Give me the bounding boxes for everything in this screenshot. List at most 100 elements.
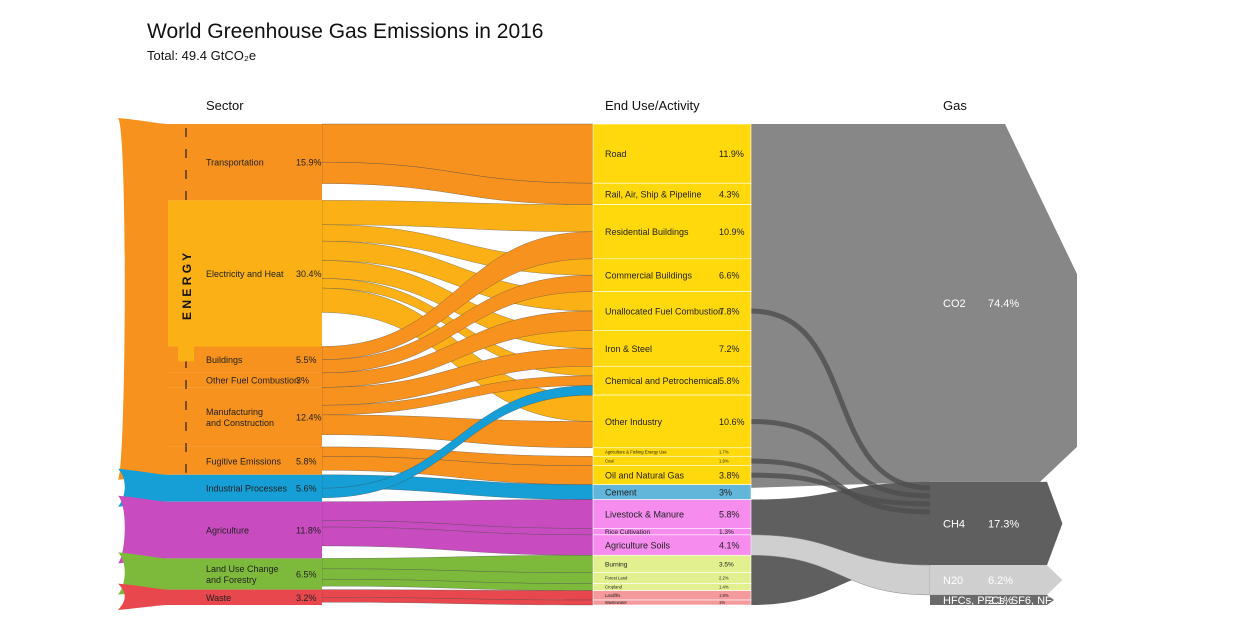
source-band-3 xyxy=(118,552,168,595)
end-use-value-commercial-buildings: 6.6% xyxy=(719,271,740,281)
sector-value-buildings: 5.5% xyxy=(296,355,317,365)
sector-bar-industrial-processes xyxy=(168,474,322,502)
sector-label-electricity-and-heat: Electricity and Heat xyxy=(206,269,284,279)
end-use-label-agriculture-fishing-energy-use: Agriculture & Fishing Energy Use xyxy=(605,450,667,455)
end-use-label-agriculture-soils: Agriculture Soils xyxy=(605,540,671,550)
end-use-bar-road xyxy=(592,123,752,184)
sector-label-industrial-processes: Industrial Processes xyxy=(206,484,288,494)
end-use-value-livestock-manure: 5.8% xyxy=(719,509,740,519)
sector-label-land-use-change-and-forestry: Land Use Change and Forestry xyxy=(206,564,279,585)
sector-label-buildings: Buildings xyxy=(206,355,243,365)
gas-label-n20: N20 xyxy=(943,575,963,587)
source-band-2 xyxy=(118,495,168,564)
sector-bar-manufacturing-and-construction xyxy=(168,387,322,447)
end-use-bar-wastewater xyxy=(592,599,752,606)
end-use-label-chemical-and-petrochemical: Chemical and Petrochemical xyxy=(605,376,720,386)
end-use-label-road: Road xyxy=(605,149,627,159)
sector-column-header: Sector xyxy=(206,98,244,113)
end-use-column-header: End Use/Activity xyxy=(605,98,700,113)
end-use-value-agriculture-soils: 4.1% xyxy=(719,540,740,550)
sector-label-other-fuel-combustion: Other Fuel Combustion xyxy=(206,376,299,386)
sector-label-transportation: Transportation xyxy=(206,158,264,168)
gas-label-hfcs-pfcs-sf6-nf3: HFCs, PFCs, SF6, NF3 xyxy=(943,595,1058,607)
sector-label-agriculture: Agriculture xyxy=(206,526,249,536)
gas-bar-n20 xyxy=(930,565,1063,595)
sector-value-fugitive-emissions: 5.8% xyxy=(296,456,317,466)
end-use-bar-other-industry xyxy=(592,394,752,449)
end-use-value-unallocated-fuel-combustion: 7.8% xyxy=(719,306,740,316)
sector-value-transportation: 15.9% xyxy=(296,158,322,168)
end-use-label-coal: Coal xyxy=(605,459,614,464)
sector-label-fugitive-emissions: Fugitive Emissions xyxy=(206,456,282,466)
end-use-bar-unallocated-fuel-combustion xyxy=(592,291,752,331)
gas-column-header: Gas xyxy=(943,98,967,113)
sector-bar-other-fuel-combustion xyxy=(168,372,322,388)
sector-label-waste: Waste xyxy=(206,593,231,603)
sector-value-industrial-processes: 5.6% xyxy=(296,484,317,494)
strand-unallocated-fuel-combustion-to-ch4 xyxy=(750,308,931,491)
end-use-label-other-industry: Other Industry xyxy=(605,417,663,427)
end-use-value-forest-land: 2.2% xyxy=(719,576,729,581)
end-use-label-iron-steel: Iron & Steel xyxy=(605,344,652,354)
end-use-bar-livestock-manure xyxy=(592,499,752,529)
sector-bar-agriculture xyxy=(168,501,322,559)
end-use-label-rice-cultivation: Rice Cultivation xyxy=(605,529,651,536)
source-band-0 xyxy=(118,118,168,480)
strand-coal-to-ch4 xyxy=(750,458,931,515)
end-use-value-residential-buildings: 10.9% xyxy=(719,227,745,237)
gas-value-co2: 74.4% xyxy=(988,298,1019,310)
end-use-value-agriculture-fishing-energy-use: 1.7% xyxy=(719,450,729,455)
end-use-value-cropland: 1.4% xyxy=(719,585,729,590)
end-use-label-unallocated-fuel-combustion: Unallocated Fuel Combustion xyxy=(605,306,723,316)
gas-value-ch4: 17.3% xyxy=(988,518,1019,530)
sector-value-waste: 3.2% xyxy=(296,593,317,603)
end-use-value-coal: 1.9% xyxy=(719,459,729,464)
sector-value-land-use-change-and-forestry: 6.5% xyxy=(296,570,317,580)
strand-other-industry-to-ch4 xyxy=(750,418,931,499)
end-use-label-commercial-buildings: Commercial Buildings xyxy=(605,271,693,281)
end-use-label-residential-buildings: Residential Buildings xyxy=(605,227,689,237)
end-use-label-landfills: Landfills xyxy=(605,593,620,598)
end-use-bar-iron-steel xyxy=(592,330,752,367)
end-use-label-burning: Burning xyxy=(605,561,628,568)
gas-bar-co2 xyxy=(930,124,1077,482)
sector-value-manufacturing-and-construction: 12.4% xyxy=(296,413,322,423)
sector-bar-transportation xyxy=(168,124,322,201)
sector-bar-waste xyxy=(168,589,322,605)
energy-group-label: E N E R G Y xyxy=(180,253,194,320)
gas-label-ch4: CH4 xyxy=(943,518,965,530)
end-use-value-chemical-and-petrochemical: 5.8% xyxy=(719,376,740,386)
end-use-label-oil-and-natural-gas: Oil and Natural Gas xyxy=(605,471,685,481)
end-use-value-rice-cultivation: 1.3% xyxy=(719,529,734,536)
end-use-value-road: 11.9% xyxy=(719,149,744,159)
end-use-value-oil-and-natural-gas: 3.8% xyxy=(719,471,740,481)
end-use-label-wastewater: Wastewater xyxy=(605,600,628,605)
end-use-value-other-industry: 10.6% xyxy=(719,417,745,427)
sector-value-other-fuel-combustion: 3% xyxy=(296,376,309,386)
sector-value-agriculture: 11.8% xyxy=(296,526,321,536)
gas-value-hfcs-pfcs-sf6-nf3: 2.1% xyxy=(988,595,1013,607)
source-band-4 xyxy=(118,583,168,610)
end-use-label-rail-air-ship-pipeline: Rail, Air, Ship & Pipeline xyxy=(605,189,702,199)
sector-bar-fugitive-emissions xyxy=(168,446,322,475)
chart-subtitle: Total: 49.4 GtCO₂e xyxy=(147,48,257,63)
energy-label-bg xyxy=(178,211,194,362)
end-use-label-forest-land: Forest Land xyxy=(605,576,628,581)
end-use-value-landfills: 1.9% xyxy=(719,593,729,598)
end-use-value-burning: 3.5% xyxy=(719,561,734,568)
gas-label-co2: CO2 xyxy=(943,298,966,310)
sector-value-electricity-and-heat: 30.4% xyxy=(296,269,322,279)
sector-bar-land-use-change-and-forestry xyxy=(168,558,322,590)
end-use-value-rail-air-ship-pipeline: 4.3% xyxy=(719,189,740,199)
gas-bar-hfcs-pfcs-sf6-nf3 xyxy=(930,594,1054,605)
chart-title: World Greenhouse Gas Emissions in 2016 xyxy=(147,20,544,43)
end-use-value-cement: 3% xyxy=(719,488,732,498)
end-use-label-cement: Cement xyxy=(605,488,637,498)
end-use-label-livestock-manure: Livestock & Manure xyxy=(605,509,684,519)
gas-bar-ch4 xyxy=(930,481,1063,566)
flow-to-ch4 xyxy=(751,481,930,605)
end-use-bar-residential-buildings xyxy=(592,204,752,260)
end-use-label-cropland: Cropland xyxy=(605,585,623,590)
sector-label-manufacturing-and-construction: Manufacturing and Construction xyxy=(206,407,274,428)
